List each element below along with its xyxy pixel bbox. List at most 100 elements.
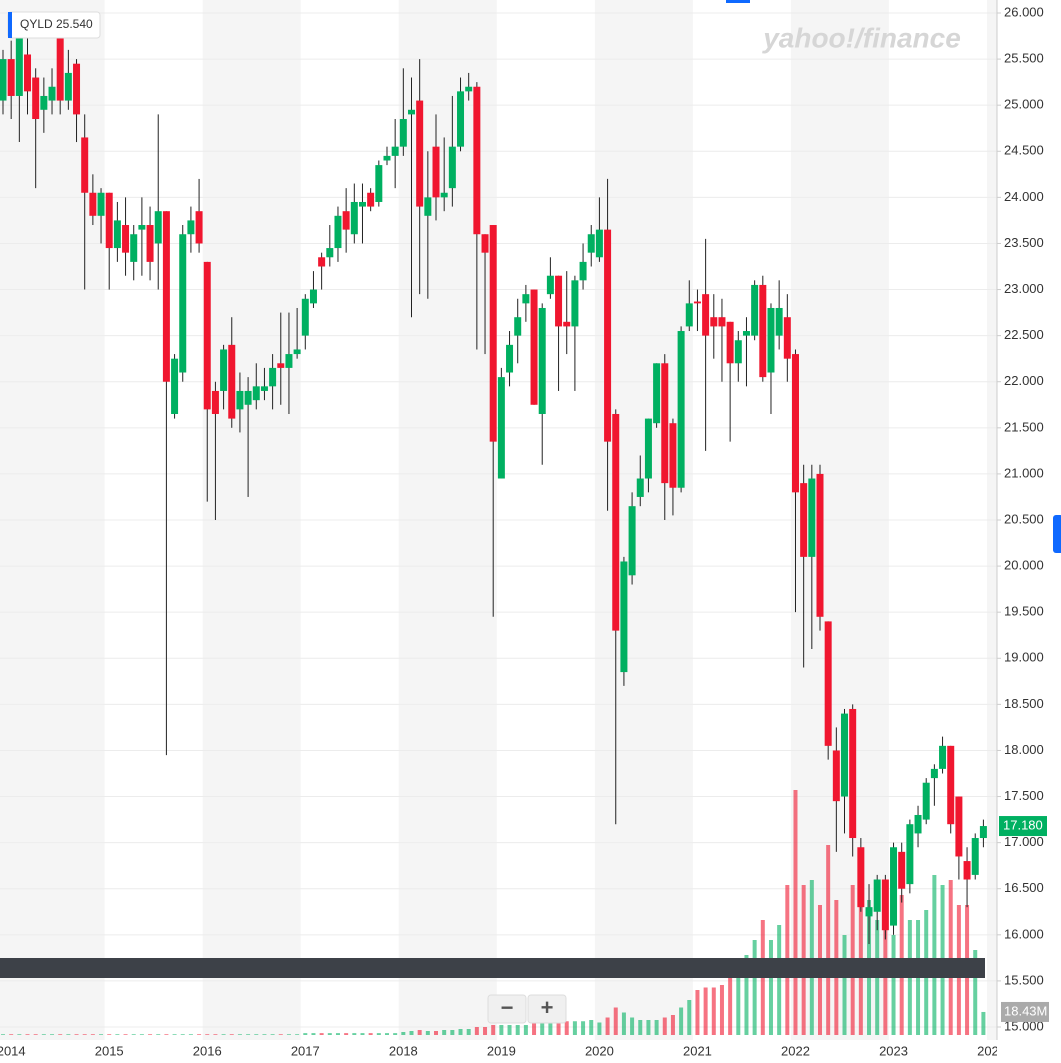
candle-body bbox=[375, 165, 383, 202]
volume-bar bbox=[981, 1011, 986, 1035]
volume-bar bbox=[605, 1017, 610, 1035]
candle-body bbox=[465, 86, 473, 92]
candle-body bbox=[759, 284, 767, 378]
volume-bar bbox=[679, 1007, 684, 1035]
zoom-out[interactable]: − bbox=[501, 995, 514, 1020]
volume-bar bbox=[491, 1025, 496, 1035]
volume-bar bbox=[229, 1034, 234, 1035]
volume-bar bbox=[434, 1031, 439, 1035]
candle-body bbox=[791, 354, 799, 493]
volume-bar bbox=[417, 1030, 422, 1035]
candle-body bbox=[252, 386, 260, 401]
candle-body bbox=[595, 229, 603, 258]
candle-body bbox=[105, 192, 113, 249]
volume-bar bbox=[368, 1033, 373, 1035]
candle-body bbox=[326, 248, 334, 258]
y-tick-label: 26.000 bbox=[1004, 4, 1044, 19]
volume-bar bbox=[352, 1033, 357, 1035]
y-tick-label: 23.500 bbox=[1004, 235, 1044, 250]
volume-bar bbox=[1, 1034, 5, 1035]
candle-body bbox=[857, 847, 865, 908]
candle-body bbox=[162, 211, 170, 382]
volume-bar bbox=[221, 1034, 226, 1035]
candle-body bbox=[236, 390, 244, 410]
candle-body bbox=[285, 354, 293, 368]
symbol-color bbox=[8, 12, 12, 38]
y-tick-label: 17.000 bbox=[1004, 834, 1044, 849]
volume-bar bbox=[148, 1034, 153, 1035]
volume-bar bbox=[728, 960, 733, 1035]
price-label-box bbox=[999, 816, 1047, 837]
candle-body bbox=[497, 377, 505, 479]
candle-body bbox=[963, 861, 971, 880]
candle-body bbox=[702, 294, 710, 336]
volume-bar bbox=[50, 1034, 55, 1035]
candle-body bbox=[138, 225, 146, 230]
x-tick-label: 2016 bbox=[193, 1043, 222, 1058]
candle-body bbox=[64, 72, 72, 101]
zoom-in[interactable]: + bbox=[541, 995, 554, 1020]
volume-bar bbox=[278, 1034, 283, 1035]
volume-bar bbox=[270, 1034, 275, 1035]
volume-bar bbox=[719, 985, 724, 1035]
volume-bar bbox=[425, 1031, 430, 1035]
volume-bar bbox=[17, 1034, 22, 1035]
volume-bar bbox=[736, 960, 741, 1035]
volume-bar bbox=[131, 1034, 136, 1035]
candle-body bbox=[800, 483, 808, 557]
volume-bar bbox=[777, 925, 782, 1035]
volume-bar bbox=[548, 1023, 553, 1035]
side-tab[interactable] bbox=[1053, 515, 1061, 553]
volume-bar bbox=[973, 950, 978, 1035]
y-tick-label: 25.500 bbox=[1004, 51, 1044, 66]
candle-body bbox=[734, 340, 742, 364]
volume-bar bbox=[99, 1034, 104, 1035]
y-tick-label: 17.500 bbox=[1004, 788, 1044, 803]
candle-body bbox=[228, 344, 236, 419]
volume-bar bbox=[589, 1020, 594, 1035]
candle-body bbox=[432, 146, 440, 198]
zoom-out-button[interactable] bbox=[487, 994, 527, 1024]
candle-body bbox=[832, 750, 840, 802]
x-tick-label: 2019 bbox=[487, 1043, 516, 1058]
volume-bar bbox=[695, 990, 700, 1035]
candle-body bbox=[677, 331, 685, 488]
volume-bar bbox=[662, 1017, 667, 1035]
volume-bar bbox=[172, 1034, 177, 1035]
zoom-in-button[interactable] bbox=[527, 994, 567, 1024]
candle-body bbox=[930, 768, 938, 779]
volume-bar bbox=[670, 1015, 675, 1035]
x-tick-label: 2022 bbox=[781, 1043, 810, 1058]
candle-body bbox=[113, 220, 121, 249]
candle-body bbox=[898, 851, 906, 889]
volume-label: 18.43M bbox=[1004, 1003, 1047, 1018]
x-tick-label: 2021 bbox=[683, 1043, 712, 1058]
candle-body bbox=[391, 146, 399, 156]
candle-body bbox=[775, 307, 783, 336]
volume-bar bbox=[515, 1025, 520, 1035]
candle-body bbox=[211, 390, 219, 414]
candle-body bbox=[179, 234, 187, 373]
volume-bar bbox=[123, 1034, 128, 1035]
candle-body bbox=[489, 225, 497, 442]
volume-bar bbox=[483, 1027, 488, 1035]
y-tick-label: 16.500 bbox=[1004, 880, 1044, 895]
candle-body bbox=[579, 261, 587, 281]
candle-body bbox=[612, 413, 620, 631]
volume-bar bbox=[393, 1033, 398, 1035]
volume-bar bbox=[335, 1033, 340, 1035]
y-tick-label: 18.000 bbox=[1004, 742, 1044, 757]
candle-body bbox=[751, 284, 759, 336]
candle-body bbox=[922, 782, 930, 820]
volume-bar bbox=[630, 1017, 635, 1035]
volume-bar bbox=[466, 1029, 471, 1035]
candle-body bbox=[808, 478, 816, 557]
volume-bar bbox=[768, 940, 773, 1035]
candle-body bbox=[318, 257, 326, 267]
volume-bar bbox=[450, 1030, 455, 1035]
candle-body bbox=[146, 225, 154, 262]
volume-bar bbox=[572, 1021, 577, 1035]
candle-body bbox=[783, 317, 791, 359]
candle-body bbox=[7, 59, 15, 96]
candle-body bbox=[906, 824, 914, 885]
